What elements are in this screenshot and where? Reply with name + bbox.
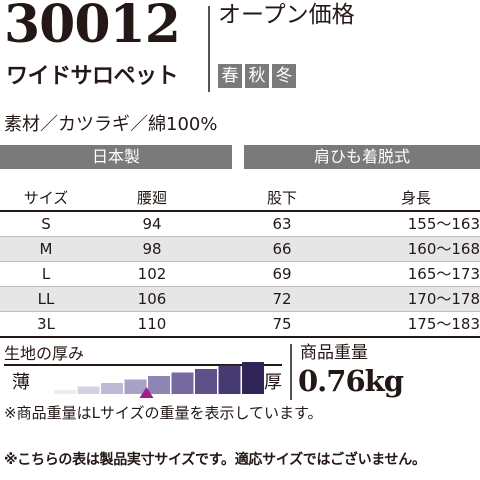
origin-tag: 日本製 <box>0 145 232 169</box>
cell-inseam: 75 <box>212 311 352 338</box>
header-waist: 腰廻 <box>92 186 212 212</box>
header-height: 身長 <box>352 186 480 212</box>
feature-tag: 肩ひも着脱式 <box>244 145 480 169</box>
weight-divider <box>290 344 292 400</box>
cell-height: 175〜183 <box>352 311 480 338</box>
season-badges: 春 秋 冬 <box>218 64 296 88</box>
cell-height: 155〜163 <box>352 211 480 237</box>
model-number: 30012 <box>4 0 181 55</box>
thickness-step <box>171 372 194 394</box>
table-row: 3L 110 75 175〜183 <box>0 311 480 338</box>
thickness-marker-icon <box>139 387 154 398</box>
table-row: L 102 69 165〜173 <box>0 261 480 287</box>
thickness-step <box>54 390 76 394</box>
cell-size: LL <box>0 286 92 312</box>
weight-value: 0.76kg <box>298 364 404 398</box>
weight-note: ※商品重量はLサイズの重量を表示しています。 <box>4 404 323 422</box>
thickness-step <box>218 365 241 394</box>
cell-waist: 94 <box>92 211 212 237</box>
table-header-row: サイズ 腰廻 股下 身長 <box>0 186 480 212</box>
cell-size: L <box>0 261 92 287</box>
thickness-scale <box>54 362 264 398</box>
thickness-label: 生地の厚み <box>4 344 85 363</box>
table-row: M 98 66 160〜168 <box>0 236 480 262</box>
cell-size: S <box>0 211 92 237</box>
cell-inseam: 63 <box>212 211 352 237</box>
thickness-step <box>148 376 170 394</box>
table-row: S 94 63 155〜163 <box>0 211 480 237</box>
size-table: サイズ 腰廻 股下 身長 S 94 63 155〜163 M 98 66 160… <box>0 186 480 338</box>
thickness-underline <box>4 364 282 366</box>
thin-label: 薄 <box>12 372 30 393</box>
season-badge-spring: 春 <box>218 64 242 88</box>
product-name: ワイドサロペット <box>6 64 179 89</box>
cell-inseam: 69 <box>212 261 352 287</box>
price-label: オープン価格 <box>218 2 355 28</box>
weight-label: 商品重量 <box>300 343 368 363</box>
cell-waist: 106 <box>92 286 212 312</box>
season-badge-winter: 冬 <box>272 64 296 88</box>
header-inseam: 股下 <box>212 186 352 212</box>
cell-height: 165〜173 <box>352 261 480 287</box>
season-badge-autumn: 秋 <box>245 64 269 88</box>
material-text: 素材／カツラギ／綿100% <box>4 114 218 135</box>
header-size: サイズ <box>0 186 92 212</box>
table-note: ※こちらの表は製品実寸サイズです。適応サイズではございません。 <box>4 452 426 468</box>
cell-waist: 98 <box>92 236 212 262</box>
cell-inseam: 66 <box>212 236 352 262</box>
thick-label: 厚 <box>264 372 282 393</box>
cell-size: 3L <box>0 311 92 338</box>
cell-waist: 110 <box>92 311 212 338</box>
cell-waist: 102 <box>92 261 212 287</box>
thickness-step <box>242 362 264 394</box>
cell-size: M <box>0 236 92 262</box>
thickness-step <box>77 386 100 394</box>
cell-height: 160〜168 <box>352 236 480 262</box>
thickness-step <box>124 379 147 394</box>
thickness-step <box>195 369 217 394</box>
header-divider <box>208 6 210 92</box>
table-row: LL 106 72 170〜178 <box>0 286 480 312</box>
cell-inseam: 72 <box>212 286 352 312</box>
cell-height: 170〜178 <box>352 286 480 312</box>
thickness-step <box>101 383 123 394</box>
